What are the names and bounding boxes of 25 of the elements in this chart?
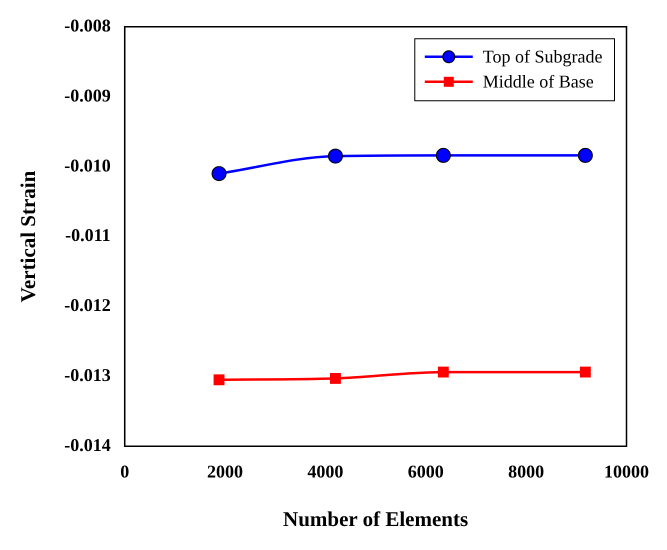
point: [436, 148, 451, 163]
y-axis-title: Vertical Strain: [16, 170, 40, 302]
legend-label: Middle of Base: [482, 72, 594, 92]
point: [328, 148, 343, 164]
point: [212, 166, 227, 182]
y-tick-label: -0.014: [64, 434, 111, 455]
y-tick-label: -0.011: [65, 225, 111, 246]
point: [578, 148, 593, 163]
y-tick-label: -0.009: [64, 85, 111, 106]
x-tick-label: 10000: [604, 462, 649, 482]
x-tick-label: 8000: [508, 462, 544, 482]
y-tick-label: -0.010: [64, 155, 111, 176]
x-tick-label: 0: [120, 462, 130, 482]
point: [580, 366, 591, 378]
x-axis-title: Number of Elements: [283, 506, 468, 531]
point: [214, 374, 224, 386]
y-tick-label: -0.012: [64, 295, 111, 316]
point: [438, 366, 449, 378]
legend-label: Top of Subgrade: [482, 46, 603, 67]
x-tick-label: 6000: [408, 462, 444, 482]
x-tick-label: 4000: [307, 462, 344, 482]
y-tick-label: -0.008: [64, 15, 111, 36]
point: [330, 372, 341, 384]
y-tick-label: -0.013: [64, 364, 111, 385]
x-tick-label: 2000: [207, 462, 244, 482]
